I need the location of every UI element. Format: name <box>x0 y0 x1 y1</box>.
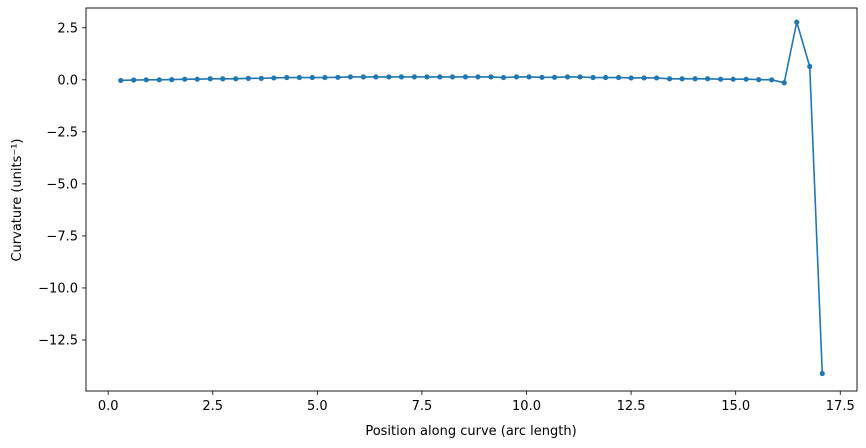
series-line <box>120 21 824 374</box>
data-point <box>271 75 277 81</box>
data-point <box>628 75 634 81</box>
data-point <box>411 74 417 80</box>
y-tick-label: −2.5 <box>46 125 78 140</box>
y-tick-label: −10.0 <box>38 281 78 296</box>
data-point <box>322 74 328 81</box>
data-point <box>424 74 430 80</box>
data-point <box>705 76 711 82</box>
data-point <box>807 63 813 70</box>
data-point <box>539 74 545 80</box>
data-point <box>296 74 302 81</box>
data-point <box>654 75 660 81</box>
data-point <box>398 74 405 80</box>
x-axis-ticks: 0.0 2.5 5.0 7.5 10.0 12.5 15.0 17.5 <box>98 391 855 414</box>
data-point <box>335 74 341 80</box>
data-point <box>666 76 673 82</box>
data-point <box>131 77 137 83</box>
data-point <box>564 74 571 80</box>
data-point <box>156 77 162 83</box>
data-point <box>207 76 213 82</box>
data-point <box>449 74 456 80</box>
series-layer <box>118 19 825 377</box>
data-point <box>692 76 698 82</box>
data-point <box>500 74 507 81</box>
data-point <box>718 76 724 82</box>
plot-frame <box>85 7 858 392</box>
x-tick-label: 12.5 <box>617 399 646 414</box>
y-axis-ticks: 2.5 0.0 −2.5 −5.0 −7.5 −10.0 −12.5 <box>38 21 86 349</box>
data-point <box>360 74 366 80</box>
x-tick-label: 5.0 <box>307 399 328 414</box>
data-point <box>794 19 800 25</box>
data-point <box>488 74 494 80</box>
data-point <box>602 74 609 81</box>
data-point <box>513 74 520 80</box>
data-point <box>769 77 775 83</box>
data-point <box>577 74 583 80</box>
x-tick-label: 2.5 <box>202 399 223 414</box>
data-point <box>309 74 315 81</box>
data-point <box>220 76 226 82</box>
data-point <box>386 74 392 80</box>
data-point <box>245 75 251 81</box>
data-point <box>284 74 290 81</box>
data-point <box>641 75 647 81</box>
data-point <box>551 74 558 80</box>
data-point <box>730 76 736 82</box>
data-point <box>756 77 762 83</box>
data-point <box>781 80 787 86</box>
data-point <box>347 74 353 80</box>
data-point <box>590 74 596 81</box>
data-point <box>819 370 825 377</box>
data-point <box>743 76 749 82</box>
x-tick-label: 0.0 <box>98 399 119 414</box>
data-point <box>258 75 264 81</box>
data-point <box>462 74 469 80</box>
y-tick-label: 0.0 <box>57 73 78 88</box>
y-tick-label: −7.5 <box>46 229 78 244</box>
x-tick-label: 7.5 <box>412 399 433 414</box>
y-tick-label: −12.5 <box>38 334 78 349</box>
x-tick-label: 17.5 <box>826 399 855 414</box>
data-point <box>182 76 188 82</box>
data-point <box>475 74 481 80</box>
data-point <box>373 74 379 80</box>
y-tick-label: 2.5 <box>57 21 78 36</box>
data-point <box>679 76 685 82</box>
data-point <box>169 77 175 83</box>
y-axis-label: Curvature (units⁻¹) <box>10 138 25 261</box>
data-point <box>526 74 532 80</box>
data-point <box>118 77 124 84</box>
x-tick-label: 15.0 <box>721 399 750 414</box>
x-axis-label: Position along curve (arc length) <box>365 424 576 439</box>
data-point <box>437 74 443 80</box>
x-tick-label: 10.0 <box>512 399 541 414</box>
y-tick-label: −5.0 <box>46 177 78 192</box>
data-point <box>194 76 200 82</box>
data-point <box>615 74 622 81</box>
data-point <box>143 77 149 83</box>
data-point <box>233 76 239 82</box>
